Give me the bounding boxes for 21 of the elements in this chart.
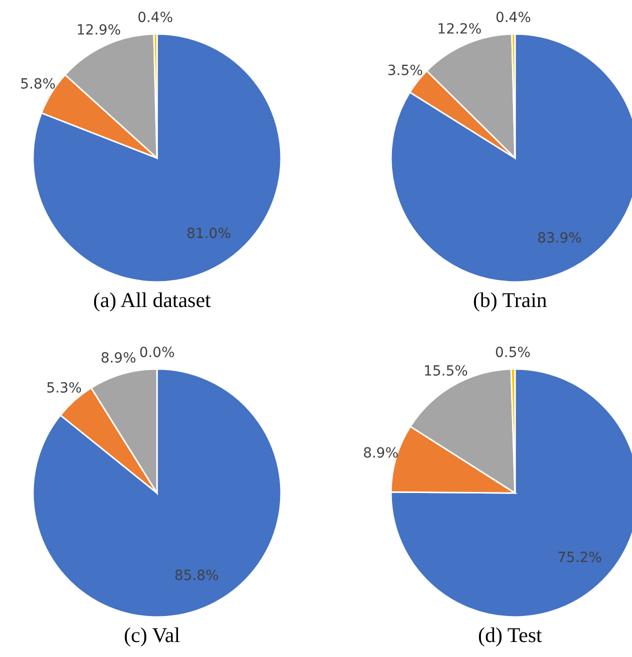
pie-slice: [32, 368, 282, 618]
text: (d) Test: [476, 623, 544, 648]
text: 0.0%: [139, 345, 175, 361]
text: (b) Train: [472, 288, 548, 313]
data-label: 8.9%: [362, 445, 399, 462]
data-label: 81.0%: [186, 226, 232, 242]
data-label: 12.9%: [76, 22, 121, 39]
data-label: 5.3%: [46, 380, 82, 396]
data-label: 12.2%: [437, 22, 482, 38]
data-label: 8.9%: [100, 350, 136, 366]
data-label: 0.5%: [495, 345, 531, 362]
text: (c) Val: [122, 623, 182, 648]
data-label: 3.5%: [387, 63, 423, 80]
data-label: 83.9%: [537, 230, 582, 246]
data-label: 85.8%: [174, 568, 219, 584]
data-label: 0.4%: [495, 10, 532, 26]
data-label: 15.5%: [423, 363, 468, 380]
data-label: 75.2%: [557, 550, 602, 566]
data-label: 0.4%: [137, 10, 174, 26]
text: (a) All dataset: [92, 288, 212, 313]
data-label: 5.8%: [20, 76, 56, 92]
